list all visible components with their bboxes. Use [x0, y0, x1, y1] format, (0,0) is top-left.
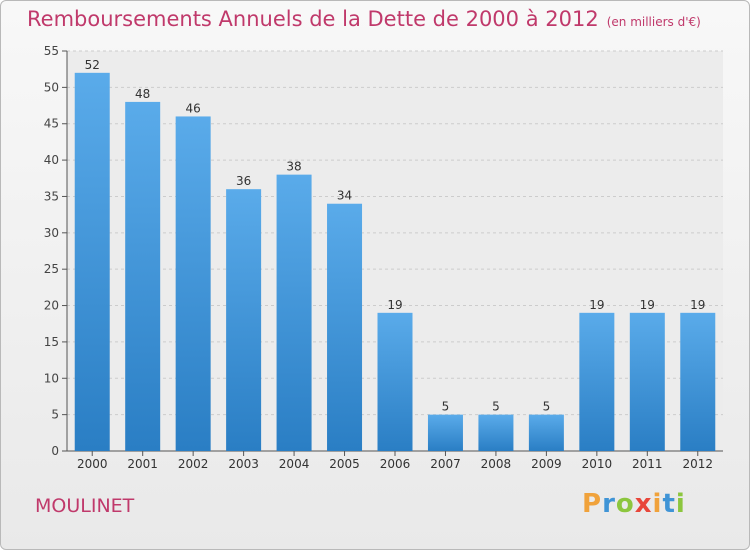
bar: [74, 72, 110, 452]
bar: [629, 312, 665, 451]
data-label: 52: [85, 58, 100, 72]
x-tick-label: 2005: [329, 457, 360, 471]
bar: [528, 414, 564, 451]
bar: [377, 312, 413, 451]
data-label: 48: [135, 87, 150, 101]
bar: [478, 414, 514, 451]
x-tick-label: 2012: [682, 457, 713, 471]
y-tick-label: 25: [44, 262, 59, 276]
data-label: 19: [589, 298, 604, 312]
y-tick-label: 50: [44, 80, 59, 94]
bar: [427, 414, 463, 451]
x-tick-label: 2000: [77, 457, 108, 471]
bar: [276, 174, 312, 452]
chart-title-text: Remboursements Annuels de la Dette de 20…: [27, 7, 599, 31]
data-label: 19: [640, 298, 655, 312]
commune-name: MOULINET: [35, 495, 135, 517]
x-tick-label: 2002: [178, 457, 209, 471]
y-tick-label: 35: [44, 189, 59, 203]
y-tick-label: 10: [44, 371, 59, 385]
chart-title: Remboursements Annuels de la Dette de 20…: [27, 7, 701, 31]
x-tick-label: 2003: [228, 457, 259, 471]
bar: [680, 312, 716, 451]
bar: [226, 189, 262, 451]
y-tick-label: 5: [51, 408, 59, 422]
bar: [175, 116, 211, 452]
data-label: 34: [337, 189, 352, 203]
data-label: 46: [186, 101, 201, 115]
data-label: 5: [442, 400, 450, 414]
y-tick-label: 55: [44, 44, 59, 58]
data-label: 36: [236, 174, 251, 188]
y-tick-label: 0: [51, 444, 59, 458]
y-tick-label: 45: [44, 117, 59, 131]
x-tick-label: 2010: [582, 457, 613, 471]
chart-unit: (en milliers d'€): [606, 15, 701, 29]
x-tick-label: 2006: [380, 457, 411, 471]
x-tick-label: 2008: [481, 457, 512, 471]
x-tick-label: 2009: [531, 457, 562, 471]
data-label: 5: [492, 400, 500, 414]
data-label: 5: [543, 400, 551, 414]
y-tick-label: 15: [44, 335, 59, 349]
y-tick-label: 30: [44, 226, 59, 240]
data-label: 19: [690, 298, 705, 312]
proxiti-logo: Proxiti: [582, 489, 686, 519]
bar: [579, 312, 615, 451]
y-tick-label: 40: [44, 153, 59, 167]
x-tick-label: 2004: [279, 457, 310, 471]
data-label: 19: [387, 298, 402, 312]
x-tick-label: 2011: [632, 457, 663, 471]
data-label: 38: [286, 160, 301, 174]
y-tick-label: 20: [44, 299, 59, 313]
x-tick-label: 2007: [430, 457, 461, 471]
bar: [125, 101, 161, 451]
bar: [327, 203, 363, 451]
x-tick-label: 2001: [127, 457, 158, 471]
